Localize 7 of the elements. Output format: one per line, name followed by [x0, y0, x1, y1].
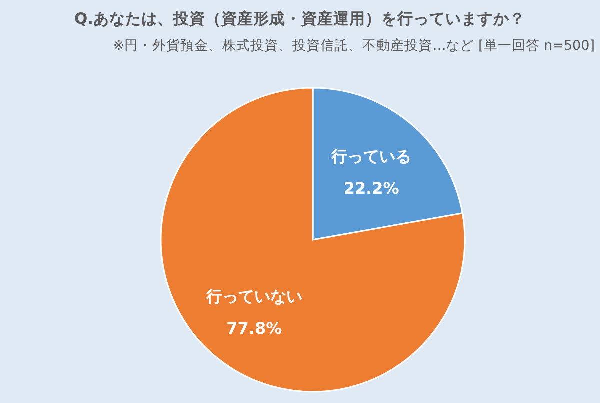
slice-label: 行っている: [330, 147, 412, 166]
data-label: 22.2%: [344, 179, 400, 198]
data-label: 77.8%: [226, 318, 282, 338]
chart-subtitle: ※円・外貨預金、株式投資、投資信託、不動産投資…など [単一回答 n=500]: [113, 38, 595, 54]
pie-slice: [160, 87, 466, 393]
chart-title: Q.あなたは、投資（資産形成・資産運用）を行っていますか？: [74, 10, 526, 28]
slice-label: 行っていない: [205, 286, 302, 306]
